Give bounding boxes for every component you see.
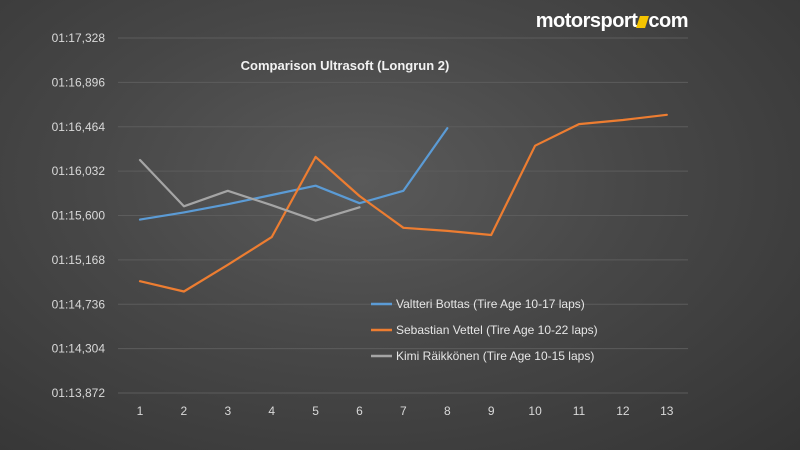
y-tick-label: 01:14,736 [52,297,106,311]
legend-label-1: Sebastian Vettel (Tire Age 10-22 laps) [396,323,598,337]
series-line-0 [138,127,449,221]
series-line-1 [138,113,668,293]
y-tick-label: 01:16,896 [52,75,106,89]
series-line-2 [138,158,361,222]
x-tick-label: 1 [137,404,144,418]
x-tick-label: 5 [312,404,319,418]
motorsport-logo: motorsport com [535,10,689,33]
x-tick-label: 10 [528,404,542,418]
logo-text-suffix: com [648,10,688,32]
logo-text-main: motorsport [535,10,638,32]
x-tick-label: 3 [224,404,231,418]
series-lines [138,113,668,293]
y-tick-label: 01:15,168 [52,253,106,267]
legend-label-2: Kimi Räikkönen (Tire Age 10-15 laps) [396,349,594,363]
x-tick-label: 4 [268,404,275,418]
y-tick-label: 01:15,600 [52,209,106,223]
x-axis-tick-labels: 1 2 3 4 5 6 7 8 9 10 11 12 13 [137,404,674,418]
y-tick-label: 01:14,304 [52,342,106,356]
legend: Valtteri Bottas (Tire Age 10-17 laps) Seb… [371,297,598,363]
gridlines [118,37,688,394]
x-tick-label: 8 [444,404,451,418]
y-axis-tick-labels: 01:17,328 01:16,896 01:16,464 01:16,032 01:1… [52,31,106,400]
y-tick-label: 01:17,328 [52,31,106,45]
y-tick-label: 01:13,872 [52,386,106,400]
y-tick-label: 01:16,464 [52,120,106,134]
x-tick-label: 7 [400,404,407,418]
x-tick-label: 11 [573,404,586,418]
x-tick-label: 9 [488,404,495,418]
x-tick-label: 13 [660,404,674,418]
x-tick-label: 12 [616,404,630,418]
chart-title: Comparison Ultrasoft (Longrun 2) [241,58,450,73]
legend-label-0: Valtteri Bottas (Tire Age 10-17 laps) [396,297,585,311]
x-tick-label: 6 [356,404,363,418]
x-tick-label: 2 [181,404,188,418]
y-tick-label: 01:16,032 [52,164,106,178]
